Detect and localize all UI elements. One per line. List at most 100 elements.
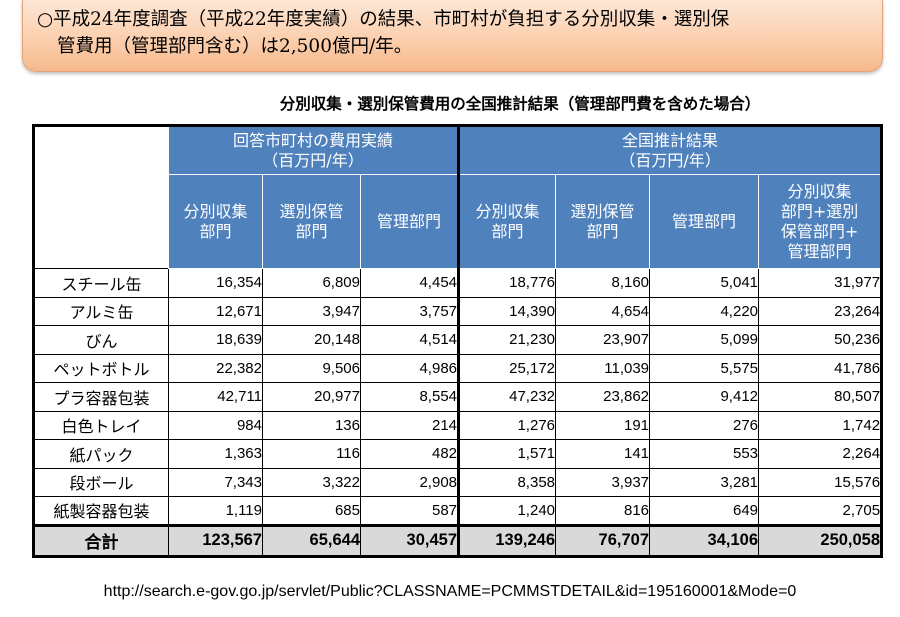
group-header-municipal-title: 回答市町村の費用実績 [233, 130, 394, 150]
group-header-national-title: 全国推計結果 [622, 130, 719, 150]
cell-col-sorting-national: 23,907 [555, 325, 651, 355]
table-title: 分別収集・選別保管費用の全国推計結果（管理部門費を含めた場合） [279, 95, 761, 113]
row-label: アルミ缶 [33, 296, 169, 326]
cell-col-sorting-national: 191 [555, 410, 651, 440]
row-label: 段ボール [33, 467, 169, 497]
table-row: ペットボトル 22,382 9,506 4,986 25,172 11,039 5,575 4… [33, 353, 883, 383]
table-row: 段ボール 7,343 3,322 2,908 8,358 3,937 3,281 15,576 [33, 467, 883, 497]
cell-col-sorting-national: 76,707 [555, 523, 651, 558]
cell-col-collection-national: 1,276 [457, 410, 557, 440]
cell-col-sorting-municipal: 3,322 [262, 467, 361, 497]
cell-col-collection-municipal: 16,354 [168, 268, 263, 298]
cost-table: 回答市町村の費用実績 （百万円/年） 全国推計結果 （百万円/年） 分別収集 部門… [32, 124, 884, 558]
cell-col-collection-national: 1,571 [457, 439, 557, 469]
cell-col-total-national: 2,264 [758, 439, 883, 469]
cell-col-collection-national: 47,232 [457, 382, 557, 412]
cell-col-sorting-municipal: 116 [262, 439, 361, 469]
column-header-line: 分別収集 [787, 181, 852, 201]
cell-col-sorting-national: 141 [555, 439, 651, 469]
col-collection-municipal-header: 分別収集 部門 [168, 174, 263, 269]
column-header-line: 保管部門+ [780, 221, 859, 241]
cell-col-admin-municipal: 2,908 [359, 467, 460, 497]
cell-col-admin-national: 34,106 [649, 523, 760, 558]
cell-col-total-national: 250,058 [758, 523, 883, 558]
cell-col-collection-municipal: 42,711 [168, 382, 263, 412]
cell-col-sorting-national: 8,160 [555, 268, 651, 298]
cell-col-admin-municipal: 587 [359, 496, 460, 526]
column-header-line: 分別収集 [183, 201, 248, 221]
cell-col-sorting-national: 4,654 [555, 296, 651, 326]
cell-col-admin-municipal: 214 [359, 410, 460, 440]
cell-col-sorting-national: 23,862 [555, 382, 651, 412]
corner-blank [33, 125, 169, 175]
cell-col-total-national: 23,264 [758, 296, 883, 326]
table-row: スチール缶 16,354 6,809 4,454 18,776 8,160 5,041 31,… [33, 268, 883, 298]
cell-col-total-national: 31,977 [758, 268, 883, 298]
cell-col-total-national: 80,507 [758, 382, 883, 412]
group-header-municipal-unit: （百万円/年） [262, 150, 364, 170]
cell-col-collection-municipal: 1,119 [168, 496, 263, 526]
cell-col-admin-national: 4,220 [649, 296, 760, 326]
cell-col-total-national: 1,742 [758, 410, 883, 440]
cell-col-collection-municipal: 123,567 [168, 523, 263, 558]
cell-col-admin-national: 553 [649, 439, 760, 469]
cell-col-collection-municipal: 18,639 [168, 325, 263, 355]
total-row: 合計 123,567 65,644 30,457 139,246 76,707 34,106… [33, 523, 883, 558]
column-header-line: 分別収集 [475, 201, 540, 221]
cell-col-sorting-municipal: 9,506 [262, 353, 361, 383]
row-label: 合計 [33, 523, 169, 558]
column-header-line: 管理部門 [377, 211, 442, 231]
corner-blank-2 [33, 174, 169, 269]
col-admin-national-header: 管理部門 [649, 174, 760, 269]
summary-callout: ○平成24年度調査（平成22年度実績）の結果、市町村が負担する分別収集・選別保 … [22, 0, 883, 72]
group-header-national-unit: （百万円/年） [619, 150, 721, 170]
cell-col-collection-national: 25,172 [457, 353, 557, 383]
cell-col-sorting-national: 11,039 [555, 353, 651, 383]
cell-col-admin-national: 276 [649, 410, 760, 440]
cell-col-sorting-municipal: 685 [262, 496, 361, 526]
cell-col-total-national: 15,576 [758, 467, 883, 497]
row-label: 紙パック [33, 439, 169, 469]
cell-col-admin-municipal: 8,554 [359, 382, 460, 412]
cell-col-collection-national: 18,776 [457, 268, 557, 298]
cell-col-admin-municipal: 30,457 [359, 523, 460, 558]
table-row: 白色トレイ 984 136 214 1,276 191 276 1,742 [33, 410, 883, 440]
row-label: 紙製容器包装 [33, 496, 169, 526]
cell-col-total-national: 50,236 [758, 325, 883, 355]
col-sorting-national-header: 選別保管 部門 [555, 174, 651, 269]
cell-col-sorting-municipal: 3,947 [262, 296, 361, 326]
column-header-line: 部門 [199, 221, 232, 241]
cell-col-admin-municipal: 482 [359, 439, 460, 469]
table-row: プラ容器包装 42,711 20,977 8,554 47,232 23,862 9,412… [33, 382, 883, 412]
cell-col-admin-municipal: 3,757 [359, 296, 460, 326]
row-label: スチール缶 [33, 268, 169, 298]
cell-col-admin-municipal: 4,986 [359, 353, 460, 383]
column-header-line: 管理部門 [787, 241, 852, 261]
row-label: 白色トレイ [33, 410, 169, 440]
cell-col-sorting-municipal: 136 [262, 410, 361, 440]
cell-col-collection-national: 21,230 [457, 325, 557, 355]
column-header-line: 部門 [586, 221, 619, 241]
cell-col-admin-national: 5,041 [649, 268, 760, 298]
cell-col-total-national: 2,705 [758, 496, 883, 526]
cell-col-sorting-municipal: 6,809 [262, 268, 361, 298]
table-row: びん 18,639 20,148 4,514 21,230 23,907 5,099 50,2… [33, 325, 883, 355]
cell-col-admin-municipal: 4,454 [359, 268, 460, 298]
table-row: 紙製容器包装 1,119 685 587 1,240 816 649 2,705 [33, 496, 883, 526]
cell-col-total-national: 41,786 [758, 353, 883, 383]
cell-col-collection-national: 8,358 [457, 467, 557, 497]
row-label: びん [33, 325, 169, 355]
cell-col-admin-national: 5,575 [649, 353, 760, 383]
callout-line-1: ○平成24年度調査（平成22年度実績）の結果、市町村が負担する分別収集・選別保 [37, 9, 730, 30]
column-header-line: 部門+選別 [780, 201, 859, 221]
cell-col-admin-national: 649 [649, 496, 760, 526]
cell-col-sorting-municipal: 20,977 [262, 382, 361, 412]
cell-col-sorting-national: 816 [555, 496, 651, 526]
row-label: ペットボトル [33, 353, 169, 383]
column-header-line: 選別保管 [570, 201, 635, 221]
row-label: プラ容器包装 [33, 382, 169, 412]
column-header-line: 部門 [295, 221, 328, 241]
group-header-municipal: 回答市町村の費用実績 （百万円/年） [167, 125, 460, 175]
cell-col-collection-national: 14,390 [457, 296, 557, 326]
table-row: 紙パック 1,363 116 482 1,571 141 553 2,264 [33, 439, 883, 469]
